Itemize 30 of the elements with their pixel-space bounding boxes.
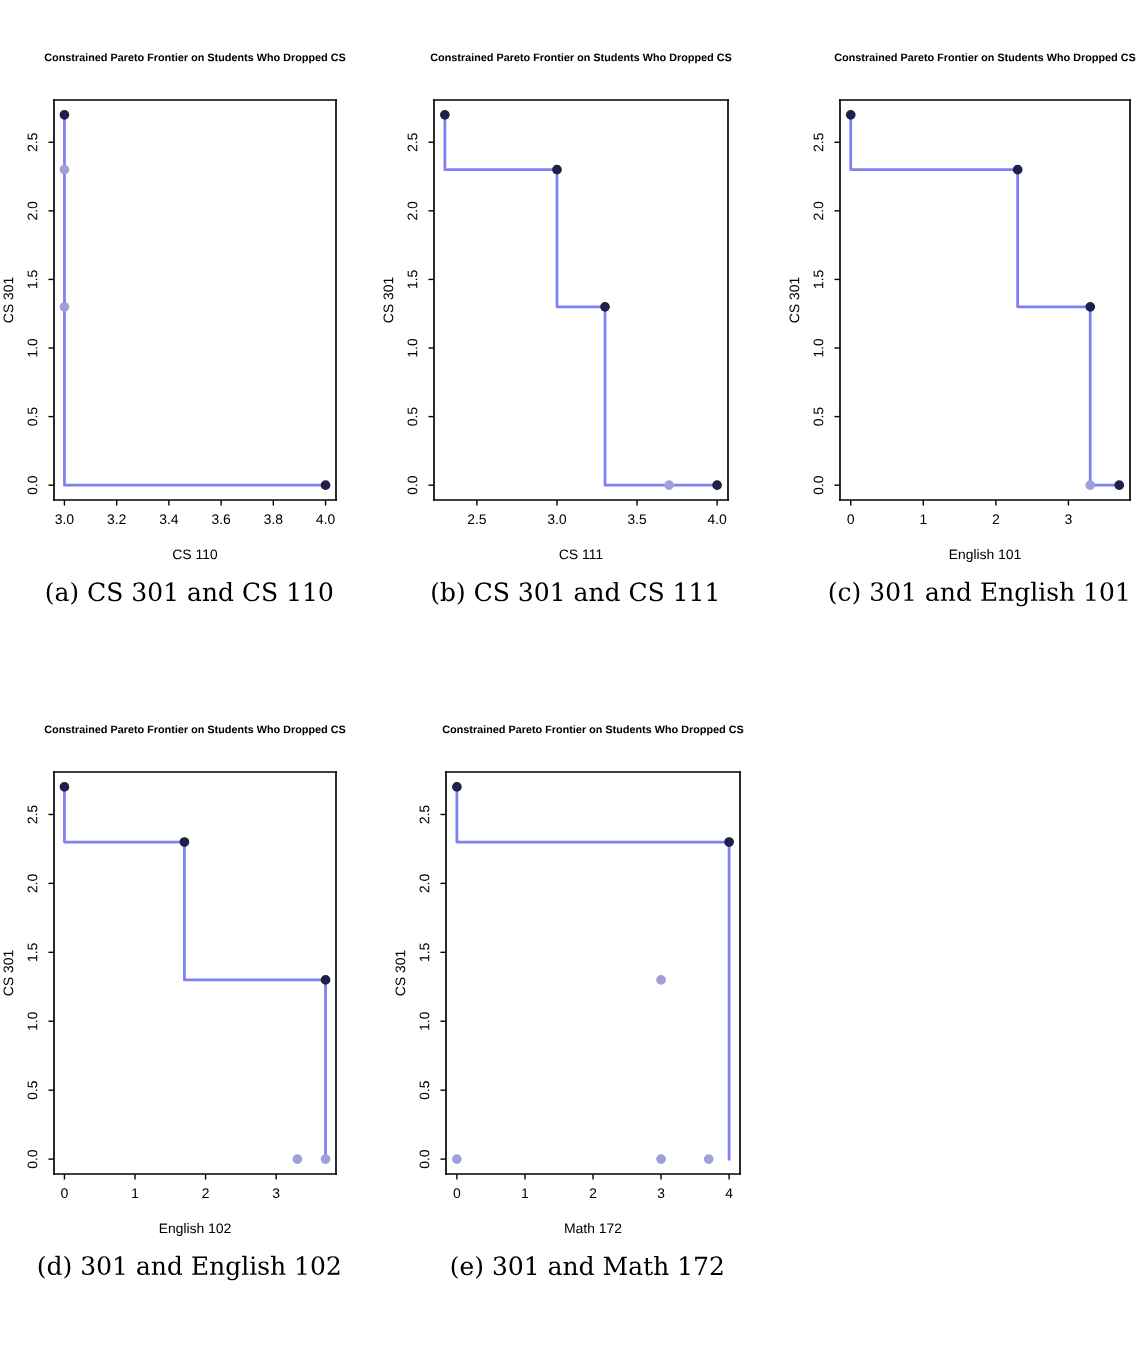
point (664, 480, 674, 491)
point (59, 109, 70, 120)
point (1085, 301, 1096, 312)
point (452, 782, 462, 792)
text: (a) CS 301 and CS 110 (46, 581, 333, 605)
point (320, 1154, 331, 1164)
point (712, 480, 722, 491)
point (452, 1154, 462, 1164)
point (656, 1154, 666, 1164)
point (440, 109, 450, 120)
point (59, 164, 70, 175)
point (1085, 480, 1096, 491)
point (179, 837, 190, 847)
point (292, 1154, 303, 1164)
point (320, 975, 331, 985)
point (845, 109, 856, 120)
text: (c) 301 and English 101 (829, 581, 1128, 607)
point (703, 1154, 714, 1164)
point (320, 480, 331, 491)
point (552, 164, 562, 175)
text: (e) 301 and Math 172 (451, 1255, 723, 1279)
point (59, 301, 70, 312)
point (1012, 164, 1023, 175)
point (724, 837, 734, 847)
point (656, 975, 666, 985)
point (600, 301, 610, 312)
point (1114, 480, 1125, 491)
text: (d) 301 and English 102 (38, 1255, 340, 1281)
text: (b) CS 301 and CS 111 (432, 581, 717, 605)
point (59, 782, 70, 792)
